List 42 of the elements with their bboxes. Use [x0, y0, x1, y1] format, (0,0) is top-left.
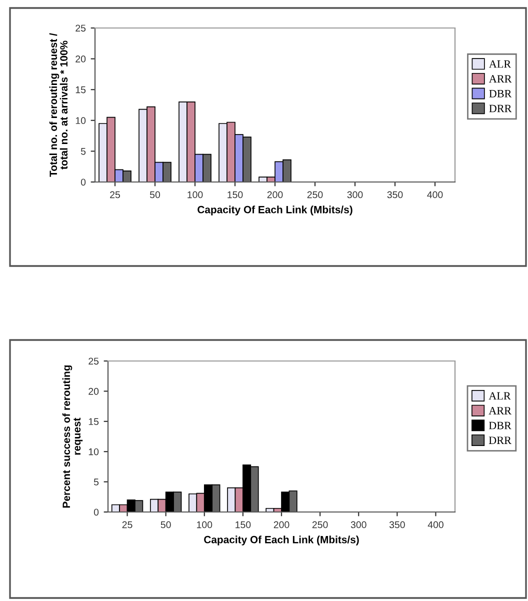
y-axis-title: Total no. of rerouting reuest / total no. at arrivals * 100%: [49, 33, 68, 177]
x-tick-label: 250: [307, 191, 323, 198]
y-tick-label: 15: [76, 86, 86, 94]
x-tick-label: 350: [387, 191, 403, 198]
y-tick-label: 0: [80, 178, 86, 186]
y-tick-label: 15: [88, 418, 99, 426]
y-tick-label: 25: [88, 358, 99, 365]
legend-label: DRR: [489, 104, 512, 112]
y-tick-label: 10: [88, 448, 99, 456]
legend-label: ALR: [488, 60, 512, 68]
y-axis-title: Percent success of rerouting request: [62, 365, 83, 508]
x-tick-label: 50: [160, 521, 171, 528]
x-tick-label: 400: [427, 191, 443, 198]
y-tick-label: 0: [94, 508, 99, 516]
y-tick-label: 20: [76, 56, 86, 62]
y-tick-label: 5: [80, 148, 86, 155]
x-axis-title: Capacity Of Each Link (Mbits/s): [204, 536, 359, 546]
x-tick-label: 350: [389, 521, 405, 528]
legend-label: ARR: [488, 75, 512, 82]
x-tick-label: 150: [236, 521, 251, 528]
x-tick-label: 150: [228, 191, 243, 198]
x-tick-label: 100: [197, 521, 212, 528]
legend-label: DRR: [488, 436, 512, 444]
legend-label: ARR: [488, 407, 512, 414]
x-tick-label: 300: [350, 521, 366, 528]
legend-label: ALR: [488, 392, 511, 400]
x-axis-title: Capacity Of Each Link (Mbits/s): [198, 206, 352, 216]
x-tick-label: 200: [267, 191, 283, 198]
x-tick-label: 400: [428, 521, 444, 528]
legend-label: DBR: [489, 90, 512, 98]
x-tick-label: 50: [150, 191, 160, 198]
y-tick-label: 25: [76, 24, 86, 32]
x-tick-label: 250: [312, 521, 328, 528]
legend-label: DBR: [488, 422, 512, 430]
x-tick-label: 100: [188, 191, 203, 198]
x-tick-label: 300: [347, 191, 363, 198]
y-tick-label: 5: [94, 478, 99, 486]
y-tick-label: 10: [76, 117, 86, 124]
x-tick-label: 25: [122, 521, 132, 528]
x-tick-label: 200: [274, 521, 290, 528]
x-tick-label: 25: [110, 191, 120, 198]
y-tick-label: 20: [88, 388, 99, 395]
